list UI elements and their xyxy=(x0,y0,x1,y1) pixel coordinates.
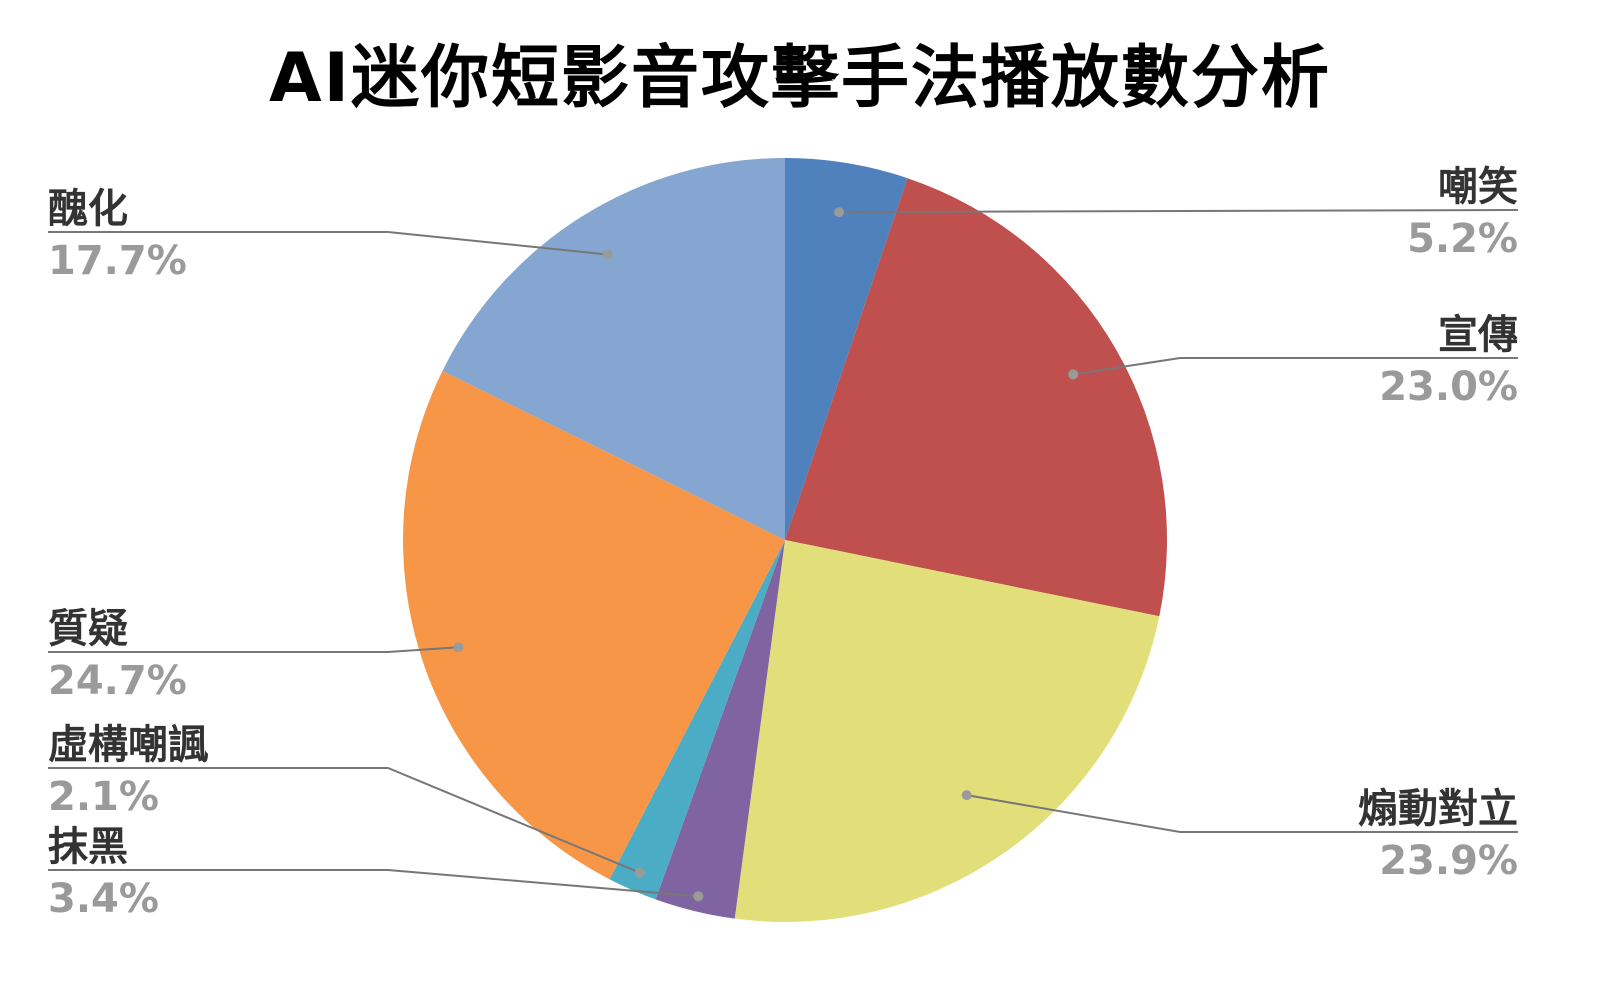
slice-value-label-3: 3.4% xyxy=(48,876,159,922)
slice-value-label-5: 24.7% xyxy=(48,658,187,704)
leader-line-4 xyxy=(48,767,641,874)
leader-line-3 xyxy=(48,869,699,898)
slice-value-label-6: 17.7% xyxy=(48,238,187,284)
leader-line-0 xyxy=(839,209,1519,214)
pie-slice-3 xyxy=(655,540,785,919)
pie-labels: 嘲笑 5.2% 宣傳 23.0% 煽動對立 23.9% 抹黑 3.4% 虛構嘲諷 2.1% 質疑 24… xyxy=(48,164,1519,922)
pie-slice-0 xyxy=(785,158,908,540)
leader-dot-2 xyxy=(961,790,972,801)
pie-slice-5 xyxy=(402,370,785,880)
slice-label-2: 煽動對立 xyxy=(1358,786,1518,832)
leader-dot-4 xyxy=(634,867,645,878)
pie-slice-4 xyxy=(609,540,785,900)
leader-dot-0 xyxy=(834,207,845,218)
leader-dot-3 xyxy=(693,891,704,902)
leader-line-6 xyxy=(48,231,608,256)
pie-slice-1 xyxy=(785,178,1167,617)
slice-label-0: 嘲笑 xyxy=(1438,164,1518,210)
leader-line-2 xyxy=(966,794,1518,833)
leader-dot-6 xyxy=(602,249,613,260)
leader-line-5 xyxy=(48,646,459,653)
pie-slice-2 xyxy=(734,540,1160,923)
pie-slice-6 xyxy=(442,158,785,540)
slice-value-label-2: 23.9% xyxy=(1379,838,1518,884)
slice-label-6: 醜化 xyxy=(48,186,128,232)
slice-value-label-4: 2.1% xyxy=(48,774,159,820)
leader-dot-5 xyxy=(453,642,464,653)
slice-label-3: 抹黑 xyxy=(48,824,128,870)
slice-label-4: 虛構嘲諷 xyxy=(48,722,209,768)
leader-dot-1 xyxy=(1068,369,1079,380)
slice-label-5: 質疑 xyxy=(48,606,128,652)
slice-value-label-1: 23.0% xyxy=(1379,364,1518,410)
leader-line-1 xyxy=(1073,357,1518,376)
slice-label-1: 宣傳 xyxy=(1438,312,1518,358)
pie-slices xyxy=(402,158,1167,923)
slice-value-label-0: 5.2% xyxy=(1407,216,1518,262)
chart-title: AI迷你短影音攻擊手法播放數分析 xyxy=(269,39,1331,118)
